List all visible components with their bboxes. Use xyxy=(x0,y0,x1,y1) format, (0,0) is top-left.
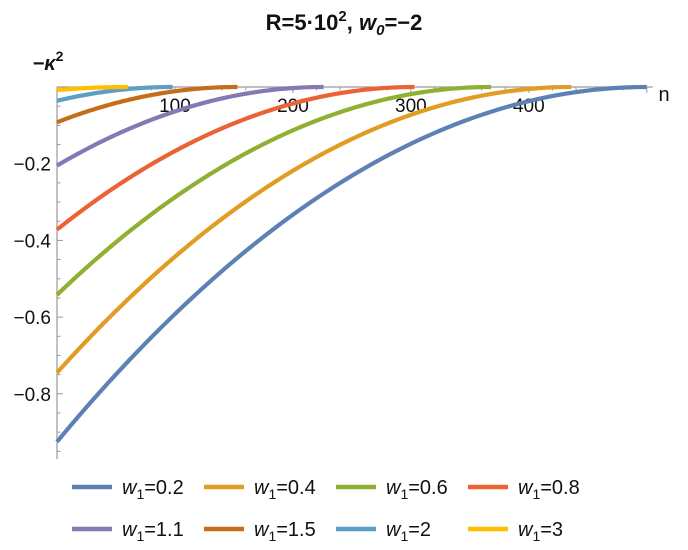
legend-label: w1=0.4 xyxy=(254,477,316,502)
series-line-5 xyxy=(55,84,324,168)
legend-label-value: =0.2 xyxy=(144,477,183,499)
legend-label-sub: 1 xyxy=(532,528,540,544)
y-label-exponent: 2 xyxy=(56,48,64,64)
legend-label-value: =0.4 xyxy=(276,477,315,499)
legend-label-sub: 1 xyxy=(400,528,408,544)
legend-label-var: w xyxy=(518,477,534,499)
y-axis-label: −κ2 xyxy=(33,48,64,75)
legend-label-value: =1.5 xyxy=(276,519,315,541)
legend-label-value: =1.1 xyxy=(144,519,183,541)
legend: w1=0.2 w1=0.4 w1=0.6 w1=0.8w1=1.1 w1=1.5 w1=2… xyxy=(72,477,580,544)
y-tick-label: −0.6 xyxy=(13,308,51,329)
title-w: w xyxy=(359,10,378,35)
legend-label-value: =0.6 xyxy=(408,477,447,499)
y-tick-label: −0.8 xyxy=(13,385,51,406)
series-line-7 xyxy=(56,84,174,103)
legend-label-sub: 1 xyxy=(136,528,144,544)
chart-title-text: R=5·102, w0=−2 xyxy=(266,8,423,39)
title-suffix: =−2 xyxy=(384,10,422,35)
series-line-4 xyxy=(55,84,415,232)
legend-label-sub: 1 xyxy=(268,528,276,544)
legend-label-var: w xyxy=(518,519,534,541)
legend-label-var: w xyxy=(386,519,402,541)
legend-label-sub: 1 xyxy=(136,486,144,502)
series-line-6 xyxy=(56,84,238,125)
legend-label-sub: 1 xyxy=(400,486,408,502)
legend-label-var: w xyxy=(122,477,138,499)
legend-label: w1=0.6 xyxy=(386,477,448,502)
x-axis-label: n xyxy=(658,84,669,106)
chart-title: R=5·102, w0=−2 xyxy=(266,8,423,39)
legend-label-value: =3 xyxy=(540,519,563,541)
y-label-base: −κ xyxy=(33,53,58,75)
legend-label: w1=3 xyxy=(518,519,563,544)
curves xyxy=(55,84,647,444)
legend-label-var: w xyxy=(254,477,270,499)
title-separator: , xyxy=(347,10,359,35)
legend-label: w1=2 xyxy=(386,519,431,544)
legend-label: w1=1.5 xyxy=(254,519,316,544)
y-tick-label: −0.4 xyxy=(13,231,51,252)
legend-label-value: =2 xyxy=(408,519,431,541)
legend-label-sub: 1 xyxy=(268,486,276,502)
title-w-subscript: 0 xyxy=(376,22,385,39)
legend-label-var: w xyxy=(122,519,138,541)
series-line-3 xyxy=(55,84,492,297)
series-line-2 xyxy=(55,84,572,375)
legend-label-var: w xyxy=(386,477,402,499)
legend-label: w1=0.2 xyxy=(122,477,184,502)
series-line-1 xyxy=(55,84,647,444)
title-prefix: R=5·10 xyxy=(266,10,339,35)
y-tick-label: −0.2 xyxy=(13,155,51,176)
legend-label: w1=0.8 xyxy=(518,477,580,502)
series-line-8 xyxy=(55,84,129,93)
legend-label: w1=1.1 xyxy=(122,519,184,544)
legend-label-value: =0.8 xyxy=(540,477,579,499)
legend-label-sub: 1 xyxy=(532,486,540,502)
legend-label-var: w xyxy=(254,519,270,541)
title-exponent: 2 xyxy=(338,8,346,25)
x-tick-label: 100 xyxy=(159,96,191,117)
